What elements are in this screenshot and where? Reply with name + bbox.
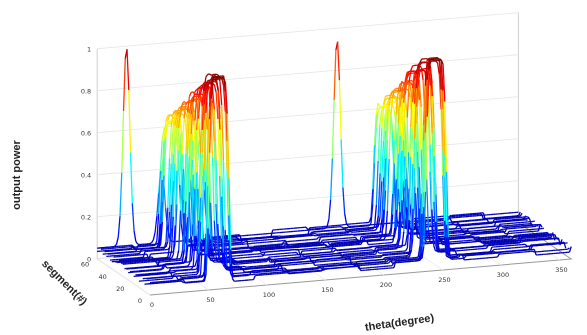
x-axis-label: theta(degree) (364, 312, 435, 334)
y-tick-label: 40 (99, 273, 107, 281)
z-tick-label: 0.8 (81, 88, 91, 96)
series-curves (97, 41, 572, 285)
x-tick-label: 150 (321, 286, 333, 294)
y-tick-label: 0 (138, 297, 142, 305)
y-tick-label: 20 (116, 285, 124, 293)
z-gridline (97, 54, 519, 92)
x-tick-label: 250 (438, 276, 450, 284)
series-1 (148, 58, 570, 285)
series-19 (115, 88, 537, 263)
z-axis-label: output power (11, 139, 23, 209)
series-0 (149, 59, 572, 284)
x-tick-label: 200 (380, 281, 392, 289)
x-gridline (96, 258, 151, 296)
z-gridline (97, 96, 519, 134)
y-tick-label: 60 (81, 261, 89, 269)
z-gridline (97, 138, 519, 176)
z-gridline (97, 12, 519, 50)
x-tick-label: 50 (206, 296, 214, 304)
z-tick-label: 0.4 (81, 172, 91, 180)
tick-labels: 0 0.2 0.4 0.6 0.8 1 0 50 100 150 200 250 300 350 0 20 40… (81, 46, 568, 309)
series-9 (133, 69, 556, 278)
x-tick-label: 0 (150, 301, 154, 309)
series-12 (128, 70, 550, 274)
z-tick-label: 0 (87, 256, 91, 264)
x-tick-label: 300 (497, 271, 509, 279)
z-tick-label: 1 (87, 46, 91, 54)
z-tick-label: 0.6 (81, 130, 91, 138)
x-tick-label: 100 (263, 291, 275, 299)
x-tick-label: 350 (555, 266, 567, 274)
z-tick-label: 0.2 (81, 214, 91, 222)
